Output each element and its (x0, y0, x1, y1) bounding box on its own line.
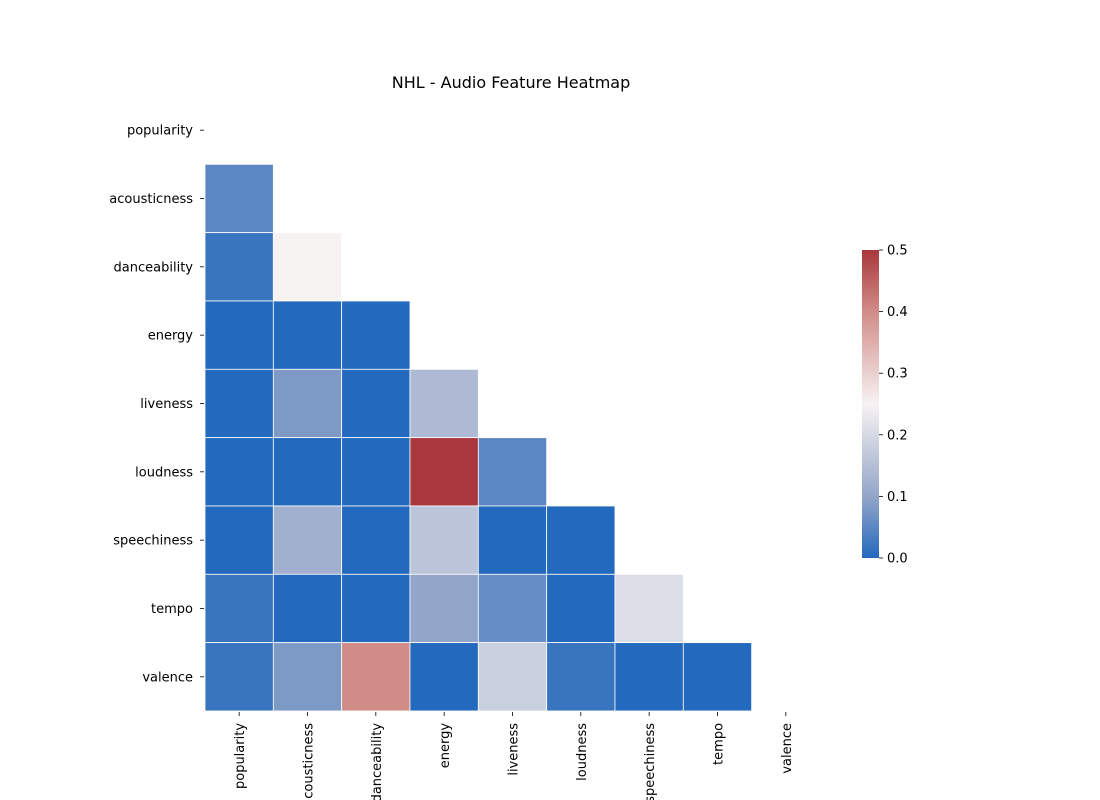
heatmap-cell-speechiness-loudness (546, 505, 616, 575)
y-tick-label: danceability (114, 260, 194, 275)
y-axis: popularity acousticness danceability energy… (109, 124, 204, 685)
y-tick-label: speechiness (113, 534, 193, 549)
heatmap-cell-danceability-acousticness (272, 232, 343, 302)
y-tick-label: energy (148, 329, 194, 344)
heatmap-cell-valence-popularity (204, 642, 274, 712)
heatmap-cell-loudness-danceability (341, 437, 411, 507)
colorbar-tick-label: 0.0 (887, 552, 908, 567)
heatmap-cell-energy-acousticness (272, 300, 343, 370)
x-tick-label: energy (438, 723, 453, 769)
heatmap-cell-tempo-popularity (204, 573, 274, 644)
colorbar-tick-label: 0.4 (887, 305, 908, 320)
x-tick-label: acousticness (301, 723, 316, 800)
heatmap-cell-valence-tempo (682, 642, 753, 712)
x-tick-label: speechiness (643, 723, 658, 800)
heatmap-cell-speechiness-acousticness (272, 505, 343, 575)
heatmap-cell-loudness-liveness (477, 437, 548, 507)
heatmap-cell-energy-danceability (341, 300, 411, 370)
heatmap-cell-speechiness-liveness (477, 505, 548, 575)
colorbar-tick-label: 0.2 (887, 428, 908, 443)
x-tick-label: liveness (506, 723, 521, 776)
y-tick-label: valence (142, 670, 193, 685)
x-tick-label: danceability (370, 723, 385, 800)
heatmap-cell-speechiness-danceability (341, 505, 411, 575)
x-tick-label: valence (780, 723, 795, 774)
y-tick-label: tempo (151, 602, 193, 617)
heatmap-cell-tempo-speechiness (614, 573, 684, 644)
heatmap-cell-valence-acousticness (272, 642, 343, 712)
y-tick-label: loudness (135, 465, 193, 480)
heatmap-cell-valence-liveness (477, 642, 548, 712)
heatmap-cell-valence-loudness (546, 642, 616, 712)
x-tick-label: popularity (233, 723, 248, 789)
colorbar-tick-label: 0.1 (887, 490, 908, 505)
heatmap-cell-valence-energy (409, 642, 479, 712)
colorbar-gradient (862, 250, 879, 558)
heatmap-cell-liveness-acousticness (272, 368, 343, 439)
heatmap-cell-loudness-acousticness (272, 437, 343, 507)
heatmap-cell-speechiness-energy (409, 505, 479, 575)
heatmap-cells (204, 163, 753, 712)
y-tick-label: popularity (127, 124, 193, 139)
heatmap-cell-liveness-energy (409, 368, 479, 439)
heatmap-cell-valence-danceability (341, 642, 411, 712)
colorbar-ticks: 0.0 0.1 0.2 0.3 0.4 0.5 (879, 244, 908, 567)
x-axis: popularity acousticness danceability energy… (233, 711, 795, 800)
heatmap-cell-energy-popularity (204, 300, 274, 370)
heatmap-cell-liveness-popularity (204, 368, 274, 439)
x-tick-label: loudness (575, 723, 590, 781)
heatmap-cell-liveness-danceability (341, 368, 411, 439)
heatmap-cell-tempo-acousticness (272, 573, 343, 644)
colorbar-tick-label: 0.3 (887, 367, 908, 382)
heatmap-cell-danceability-popularity (204, 232, 274, 302)
heatmap-cell-loudness-popularity (204, 437, 274, 507)
chart-title: NHL - Audio Feature Heatmap (392, 73, 630, 92)
y-tick-label: liveness (140, 397, 193, 412)
x-tick-label: tempo (711, 723, 726, 765)
heatmap-cell-speechiness-popularity (204, 505, 274, 575)
heatmap-cell-tempo-danceability (341, 573, 411, 644)
colorbar-tick-label: 0.5 (887, 244, 908, 259)
heatmap-cell-acousticness-popularity (204, 163, 274, 234)
heatmap-cell-loudness-energy (409, 437, 479, 507)
heatmap-cell-tempo-loudness (546, 573, 616, 644)
heatmap-cell-tempo-energy (409, 573, 479, 644)
y-tick-label: acousticness (109, 192, 193, 207)
heatmap-cell-tempo-liveness (477, 573, 548, 644)
colorbar: 0.0 0.1 0.2 0.3 0.4 0.5 (862, 244, 908, 567)
heatmap-cell-valence-speechiness (614, 642, 684, 712)
